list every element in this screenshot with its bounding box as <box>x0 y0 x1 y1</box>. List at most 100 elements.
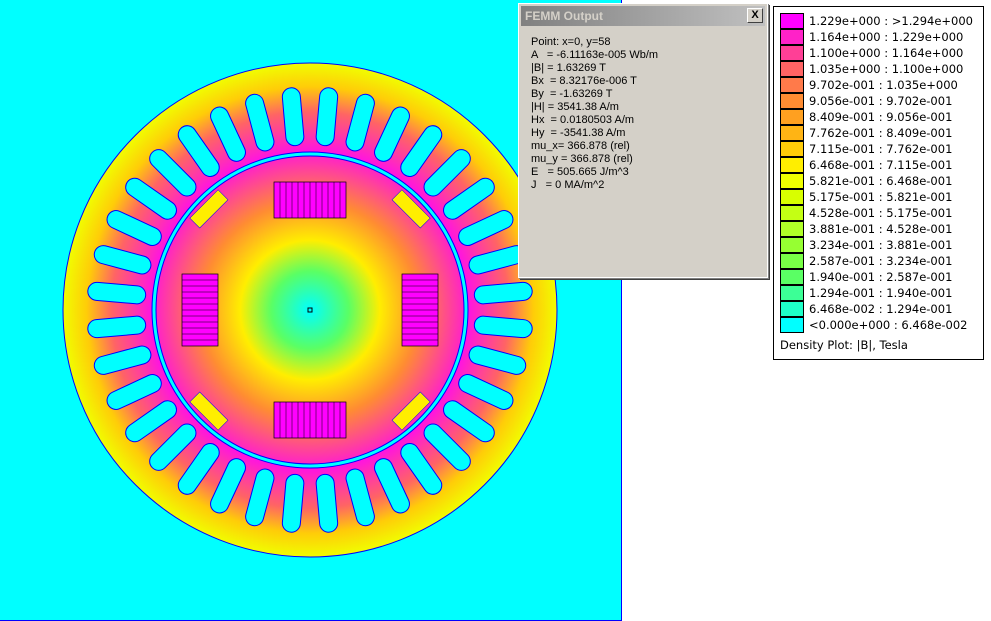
stator-slot <box>473 315 533 339</box>
legend-entry: 7.762e-001 : 8.409e-001 <box>780 125 952 141</box>
stator-slot <box>443 400 495 443</box>
motor-density-plot[interactable] <box>0 0 622 621</box>
stator-slot <box>458 374 514 410</box>
legend-swatch <box>780 205 804 221</box>
femm-output-window: FEMM Output X Point: x=0, y=58 A = -6.111… <box>518 3 768 278</box>
legend-label: 5.175e-001 : 5.821e-001 <box>809 190 953 204</box>
output-line: E = 505.665 J/m^3 <box>531 166 629 178</box>
stator-slot <box>177 125 220 177</box>
stator-slot <box>177 443 220 495</box>
legend-swatch <box>780 237 804 253</box>
legend-entry: 1.035e+000 : 1.100e+000 <box>780 61 963 77</box>
legend-caption: Density Plot: |B|, Tesla <box>780 338 908 352</box>
point-values: Point: x=0, y=58 A = -6.11163e-005 Wb/m |B… <box>519 28 767 192</box>
stator-slot <box>93 245 152 275</box>
legend-entry: 8.409e-001 : 9.056e-001 <box>780 109 952 125</box>
output-title: FEMM Output <box>525 9 603 23</box>
legend-label: 2.587e-001 : 3.234e-001 <box>809 254 953 268</box>
density-legend: 1.229e+000 : >1.294e+000 1.164e+000 : 1.2… <box>773 6 984 360</box>
legend-swatch <box>780 125 804 141</box>
stator-slot <box>400 125 443 177</box>
legend-swatch <box>780 269 804 285</box>
output-line: mu_x= 366.878 (rel) <box>531 140 630 152</box>
legend-label: 7.115e-001 : 7.762e-001 <box>809 142 953 156</box>
legend-swatch <box>780 157 804 173</box>
legend-swatch <box>780 189 804 205</box>
legend-label: 6.468e-001 : 7.115e-001 <box>809 158 953 172</box>
stator-slot <box>210 458 246 514</box>
legend-label: 9.702e-001 : 1.035e+000 <box>809 78 958 92</box>
output-line: Point: x=0, y=58 <box>531 36 611 48</box>
output-line: A = -6.11163e-005 Wb/m <box>531 49 659 61</box>
legend-entry: 9.702e-001 : 1.035e+000 <box>780 77 958 93</box>
legend-swatch <box>780 61 804 77</box>
legend-swatch <box>780 253 804 269</box>
stator-slot <box>106 210 162 246</box>
rotor-barrier <box>189 391 229 431</box>
rotor-barrier <box>189 189 229 229</box>
output-line: Hx = 0.0180503 A/m <box>531 114 635 126</box>
legend-swatch <box>780 109 804 125</box>
legend-label: 7.762e-001 : 8.409e-001 <box>809 126 953 140</box>
stator-slot <box>345 468 375 527</box>
legend-label: 1.164e+000 : 1.229e+000 <box>809 30 964 44</box>
legend-label: 1.100e+000 : 1.164e+000 <box>809 46 964 60</box>
stator-slot <box>245 93 275 152</box>
legend-label: 3.234e-001 : 3.881e-001 <box>809 238 953 252</box>
legend-swatch <box>780 45 804 61</box>
stator-slot <box>281 473 305 533</box>
legend-entry: 5.175e-001 : 5.821e-001 <box>780 189 952 205</box>
legend-entry: 1.100e+000 : 1.164e+000 <box>780 45 963 61</box>
output-line: |H| = 3541.38 A/m <box>531 101 619 113</box>
legend-entry: 6.468e-002 : 1.294e-001 <box>780 301 952 317</box>
stator-slot <box>106 374 162 410</box>
stator-slot <box>210 106 246 162</box>
legend-entry: 4.528e-001 : 5.175e-001 <box>780 205 952 221</box>
legend-swatch <box>780 285 804 301</box>
legend-entry: 9.056e-001 : 9.702e-001 <box>780 93 952 109</box>
legend-swatch <box>780 77 804 93</box>
legend-swatch <box>780 221 804 237</box>
stator-slot <box>149 423 197 471</box>
legend-swatch <box>780 317 804 333</box>
legend-label: 6.468e-002 : 1.294e-001 <box>809 302 953 316</box>
stator-slot <box>281 87 305 147</box>
stator-slot <box>423 149 471 197</box>
legend-swatch <box>780 301 804 317</box>
stator-slot <box>315 473 339 533</box>
legend-label: 3.881e-001 : 4.528e-001 <box>809 222 953 236</box>
output-line: |B| = 1.63269 T <box>531 62 606 74</box>
output-titlebar: FEMM Output X <box>521 6 765 26</box>
rotor-barrier <box>391 391 431 431</box>
stator-slot <box>423 423 471 471</box>
shaft-node <box>307 307 313 313</box>
legend-swatch <box>780 29 804 45</box>
rotor-barrier <box>391 189 431 229</box>
stator-slot <box>468 345 527 375</box>
output-line: Hy = -3541.38 A/m <box>531 127 626 139</box>
stator-slot <box>374 458 410 514</box>
legend-label: 1.940e-001 : 2.587e-001 <box>809 270 953 284</box>
legend-label: 4.528e-001 : 5.175e-001 <box>809 206 953 220</box>
legend-label: <0.000e+000 : 6.468e-002 <box>809 318 968 332</box>
legend-swatch <box>780 93 804 109</box>
legend-swatch <box>780 173 804 189</box>
legend-label: 1.229e+000 : >1.294e+000 <box>809 14 973 28</box>
stator-slot <box>245 468 275 527</box>
legend-entry: 5.821e-001 : 6.468e-001 <box>780 173 952 189</box>
legend-label: 1.294e-001 : 1.940e-001 <box>809 286 953 300</box>
rotor <box>155 155 465 465</box>
output-line: By = -1.63269 T <box>531 88 613 100</box>
stator-slot <box>149 149 197 197</box>
legend-label: 8.409e-001 : 9.056e-001 <box>809 110 953 124</box>
stator-slot <box>400 443 443 495</box>
legend-entry: 7.115e-001 : 7.762e-001 <box>780 141 952 157</box>
stator-slot <box>125 400 177 443</box>
close-button[interactable]: X <box>747 8 763 23</box>
legend-swatch <box>780 13 804 29</box>
legend-label: 9.056e-001 : 9.702e-001 <box>809 94 953 108</box>
legend-label: 1.035e+000 : 1.100e+000 <box>809 62 964 76</box>
legend-entry: 3.234e-001 : 3.881e-001 <box>780 237 952 253</box>
legend-entry: 6.468e-001 : 7.115e-001 <box>780 157 952 173</box>
stator-slot <box>315 87 339 147</box>
